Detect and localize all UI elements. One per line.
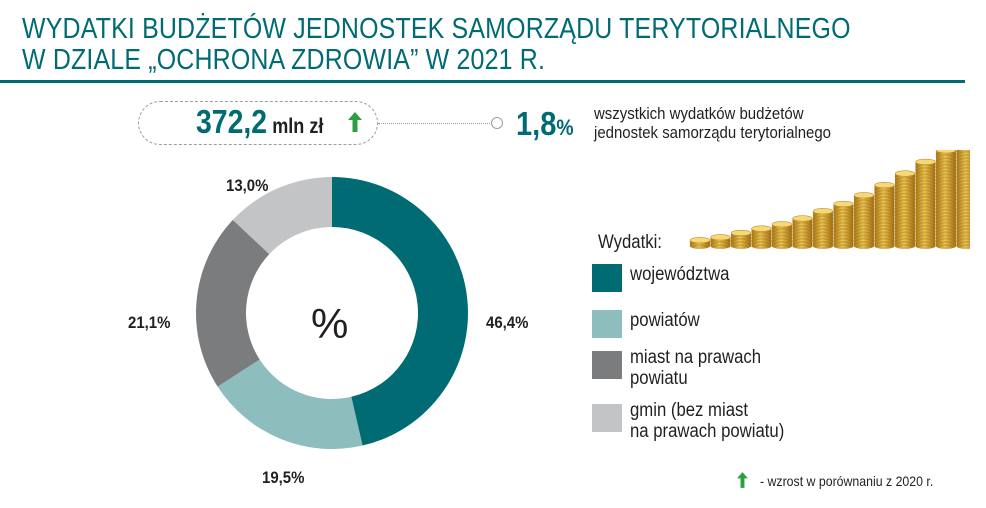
- legend-label-4: gmin (bez miast na prawach powiatu): [630, 400, 785, 442]
- total-unit: mln zł: [272, 115, 324, 138]
- slice-label-4: 13,0%: [226, 176, 269, 195]
- donut-slice-3: [196, 219, 270, 387]
- donut-slice-2: [217, 359, 363, 449]
- donut-chart: [196, 177, 469, 449]
- share-value: 1,8: [516, 105, 557, 142]
- legend-label-3: miast na prawach powiatu: [630, 347, 762, 389]
- title-divider: [0, 80, 965, 83]
- donut-slice-4: [232, 177, 332, 255]
- chart-center-label: %: [311, 300, 349, 347]
- footnote: - wzrost w porównaniu z 2020 r.: [760, 473, 934, 489]
- donut-slice-1: [332, 177, 469, 446]
- share-description: wszystkich wydatków budżetów jednostek s…: [594, 104, 884, 142]
- total-expenditure: 372,2 mln zł: [196, 104, 323, 140]
- legend-swatch-4: [592, 404, 622, 432]
- legend-swatch-3: [592, 351, 622, 379]
- slice-label-1: 46,4%: [486, 313, 529, 332]
- increase-arrow-icon: [348, 112, 362, 132]
- connector-dot: [491, 117, 503, 129]
- legend-title: Wydatki:: [598, 232, 662, 253]
- slice-label-3: 21,1%: [128, 313, 171, 332]
- coins-stack-icon: [689, 150, 970, 249]
- title-line-1: WYDATKI BUDŻETÓW JEDNOSTEK SAMORZĄDU TER…: [22, 13, 851, 45]
- increase-arrow-icon: [737, 472, 748, 488]
- share-text-line-1: wszystkich wydatków budżetów: [594, 104, 804, 123]
- page-title: WYDATKI BUDŻETÓW JEDNOSTEK SAMORZĄDU TER…: [22, 13, 851, 76]
- legend-label-1: województwa: [630, 264, 730, 285]
- share-unit: %: [556, 115, 574, 140]
- share-text-line-2: jednostek samorządu terytorialnego: [594, 123, 832, 142]
- connector-line: [378, 123, 492, 124]
- total-pill: [138, 101, 378, 145]
- legend-swatch-1: [592, 264, 622, 292]
- title-line-2: W DZIALE „OCHRONA ZDROWIA” W 2021 R.: [22, 44, 546, 76]
- total-value: 372,2: [196, 103, 268, 140]
- slice-label-2: 19,5%: [262, 468, 305, 487]
- share-value-block: 1,8%: [516, 106, 574, 142]
- legend-swatch-2: [592, 310, 622, 338]
- legend-label-2: powiatów: [630, 310, 700, 331]
